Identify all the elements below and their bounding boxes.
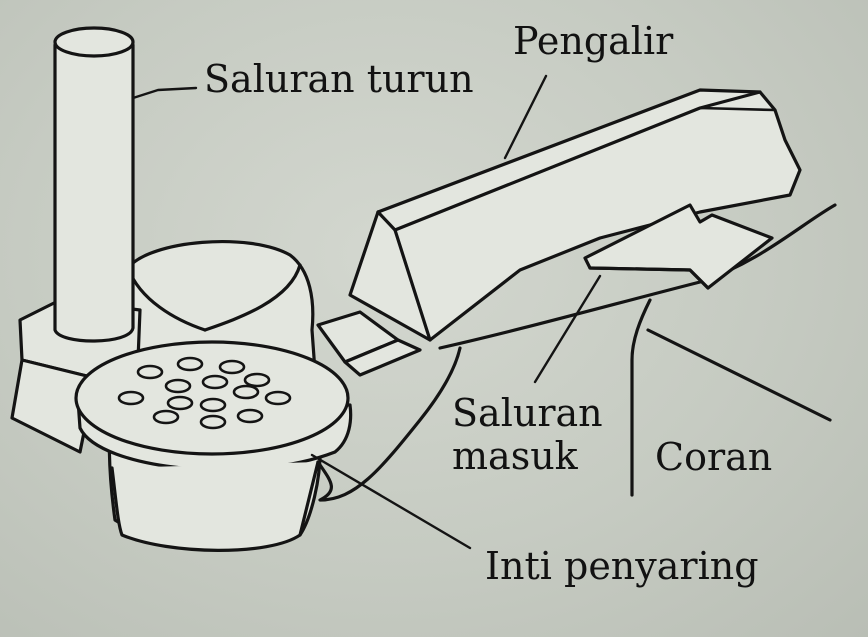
filter-holes	[117, 356, 292, 430]
filter-hole	[218, 359, 246, 375]
filter-hole	[243, 372, 271, 388]
label-saluran-masuk-line2: masuk	[452, 434, 578, 478]
leader-pengalir	[503, 74, 548, 160]
filter-hole	[199, 397, 227, 413]
ingate-plate	[583, 203, 774, 290]
filter-hole	[164, 378, 192, 394]
filter-hole	[232, 384, 260, 400]
filter-hole	[264, 390, 292, 406]
filter-hole	[166, 395, 194, 411]
filter-hole	[152, 409, 180, 425]
leader-saluran-masuk	[533, 274, 602, 384]
filter-hole	[117, 390, 145, 406]
label-inti-penyaring: Inti penyaring	[485, 544, 759, 588]
label-saluran-masuk-line1: Saluran	[452, 391, 603, 435]
filter-hole	[201, 374, 229, 390]
leader-inti-penyaring	[310, 453, 472, 550]
runner-bar	[348, 88, 802, 342]
filter-hole	[176, 356, 204, 372]
label-pengalir: Pengalir	[513, 19, 674, 63]
leader-saluran-turun	[131, 86, 198, 100]
casting-part	[438, 203, 837, 497]
sprue-cylinder	[53, 26, 135, 343]
label-saluran-turun: Saluran turun	[204, 57, 474, 101]
filter-hole	[136, 364, 164, 380]
leader-lines	[131, 74, 602, 550]
filter-core-disc	[74, 340, 462, 552]
connector-runner	[316, 310, 422, 377]
filter-hole	[199, 414, 227, 430]
label-coran: Coran	[655, 435, 773, 479]
label-saluran-masuk: Saluran masuk	[452, 392, 603, 478]
filter-hole	[236, 408, 264, 424]
